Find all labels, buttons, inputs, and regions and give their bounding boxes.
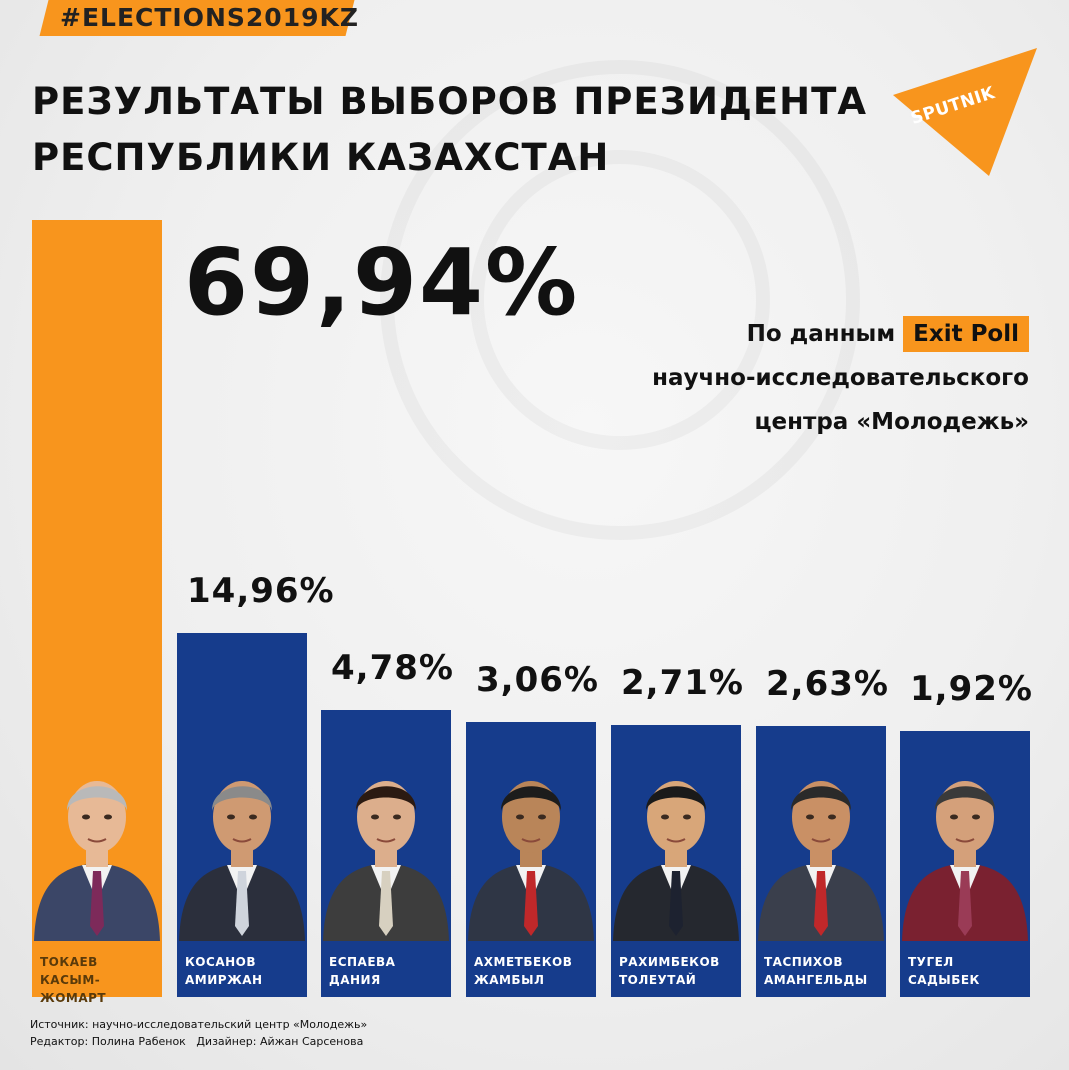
candidate-name-line-1: ТАСПИХОВ xyxy=(764,955,843,969)
candidate-name-line-1: КОСАНОВ xyxy=(185,955,256,969)
footer-staff: Редактор: Полина Рабенок Дизайнер: Айжан… xyxy=(30,1033,367,1050)
bar-candidate-1 xyxy=(32,220,162,941)
bar-candidate-5 xyxy=(611,725,741,941)
sputnik-logo-icon: SPUTNIK xyxy=(893,40,1037,176)
candidate-name-line-2: САДЫБЕК xyxy=(908,973,980,987)
candidate-name-line-2: ЖАМБЫЛ xyxy=(474,973,545,987)
candidate-name-1: ТОКАЕВ КАСЫМ-ЖОМАРТ xyxy=(32,941,162,1005)
source-note-line-3: центра «Молодежь» xyxy=(754,409,1029,435)
candidate-name-6: ТАСПИХОВ АМАНГЕЛЬДЫ xyxy=(756,941,886,997)
footer-source: Источник: научно-исследовательский центр… xyxy=(30,1018,368,1031)
sputnik-logo-shape xyxy=(893,48,1037,176)
candidate-name-5: РАХИМБЕКОВ ТОЛЕУТАЙ xyxy=(611,941,741,997)
bar-value-label-5: 2,71% xyxy=(621,663,744,703)
portrait-icon-7 xyxy=(902,781,1028,941)
candidate-name-line-2: КАСЫМ-ЖОМАРТ xyxy=(40,973,107,1005)
candidate-name-line-2: АМИРЖАН xyxy=(185,973,263,987)
candidate-name-7: ТУГЕЛ САДЫБЕК xyxy=(900,941,1030,997)
candidate-name-line-2: ТОЛЕУТАЙ xyxy=(619,973,697,987)
bar-candidate-6 xyxy=(756,726,886,941)
bar-value-label-2: 14,96% xyxy=(187,571,335,611)
portrait-icon-1 xyxy=(34,781,160,941)
portrait-icon-2 xyxy=(179,781,305,941)
candidate-name-line-1: РАХИМБЕКОВ xyxy=(619,955,720,969)
bar-value-label-3: 4,78% xyxy=(331,648,454,688)
source-note-prefix: По данным xyxy=(746,321,896,347)
bar-candidate-3 xyxy=(321,710,451,941)
exit-poll-badge: Exit Poll xyxy=(903,316,1029,352)
page-title: РЕЗУЛЬТАТЫ ВЫБОРОВ ПРЕЗИДЕНТА РЕСПУБЛИКИ… xyxy=(32,74,892,186)
candidate-name-4: АХМЕТБЕКОВ ЖАМБЫЛ xyxy=(466,941,596,997)
bar-candidate-4 xyxy=(466,722,596,941)
footer-credits: Источник: научно-исследовательский центр… xyxy=(30,1016,367,1050)
bar-candidate-2 xyxy=(177,633,307,941)
candidate-name-line-1: ЕСПАЕВА xyxy=(329,955,396,969)
title-line-1: РЕЗУЛЬТАТЫ ВЫБОРОВ ПРЕЗИДЕНТА xyxy=(32,80,867,123)
candidate-name-2: КОСАНОВ АМИРЖАН xyxy=(177,941,307,997)
footer-designer: Дизайнер: Айжан Сарсенова xyxy=(196,1035,364,1048)
bar-value-label-4: 3,06% xyxy=(476,660,599,700)
portrait-icon-5 xyxy=(613,781,739,941)
bar-value-label-7: 1,92% xyxy=(910,669,1033,709)
candidate-name-line-1: АХМЕТБЕКОВ xyxy=(474,955,573,969)
candidate-name-line-2: ДАНИЯ xyxy=(329,973,381,987)
candidate-name-line-1: ТОКАЕВ xyxy=(40,955,98,969)
source-note-line-2: научно-исследовательского xyxy=(652,365,1029,391)
source-note-line-1: По данным Exit Poll xyxy=(509,312,1029,356)
leader-value-label: 69,94% xyxy=(184,229,580,336)
candidate-name-3: ЕСПАЕВА ДАНИЯ xyxy=(321,941,451,997)
bar-candidate-7 xyxy=(900,731,1030,941)
candidate-name-line-1: ТУГЕЛ xyxy=(908,955,954,969)
portrait-icon-3 xyxy=(323,781,449,941)
portrait-icon-6 xyxy=(758,781,884,941)
title-line-2: РЕСПУБЛИКИ КАЗАХСТАН xyxy=(32,136,610,179)
bar-value-label-6: 2,63% xyxy=(766,664,889,704)
footer-editor: Редактор: Полина Рабенок xyxy=(30,1035,186,1048)
portrait-icon-4 xyxy=(468,781,594,941)
source-note: По данным Exit Poll научно-исследовательс… xyxy=(509,312,1029,444)
candidate-name-line-2: АМАНГЕЛЬДЫ xyxy=(764,973,868,987)
